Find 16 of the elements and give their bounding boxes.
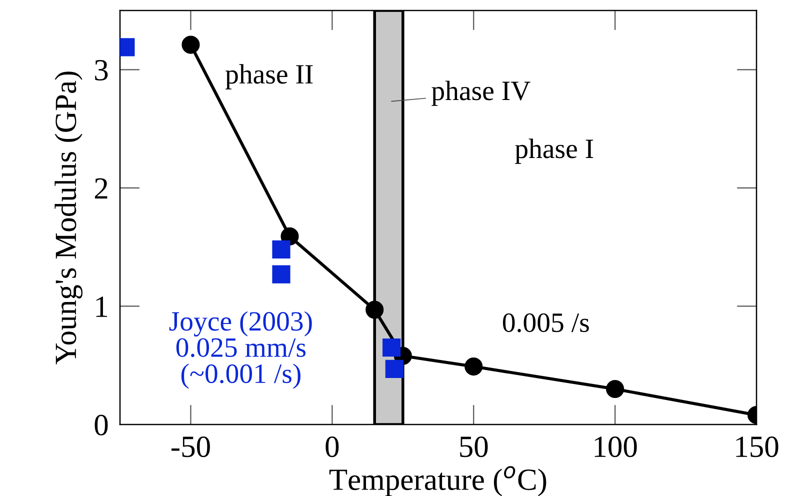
series-label: 0.005 /s [502,313,589,332]
x-tick-label: 0 [326,436,339,458]
x-tick-label: -50 [171,436,210,458]
y-tick-label: 1 [96,296,108,317]
band-label: phase IV [432,80,530,106]
x-tick-label: 150 [736,436,778,458]
annotation: phase I [515,138,594,164]
x-tick-label: 100 [594,436,637,458]
y-tick-label: 0 [94,414,108,436]
x-axis-title: Temperature ($^{o}$C) [329,466,546,496]
y-tick-label: 2 [94,178,108,199]
y-axis-title: Young's Modulus (GPa) [54,72,82,364]
annotation: phase II [225,64,313,90]
series-label: Joyce (2003) 0.025 mm/s (~0.001 /s) [169,311,312,389]
y-tick-label: 3 [95,60,108,81]
x-tick-label: 50 [460,436,488,458]
